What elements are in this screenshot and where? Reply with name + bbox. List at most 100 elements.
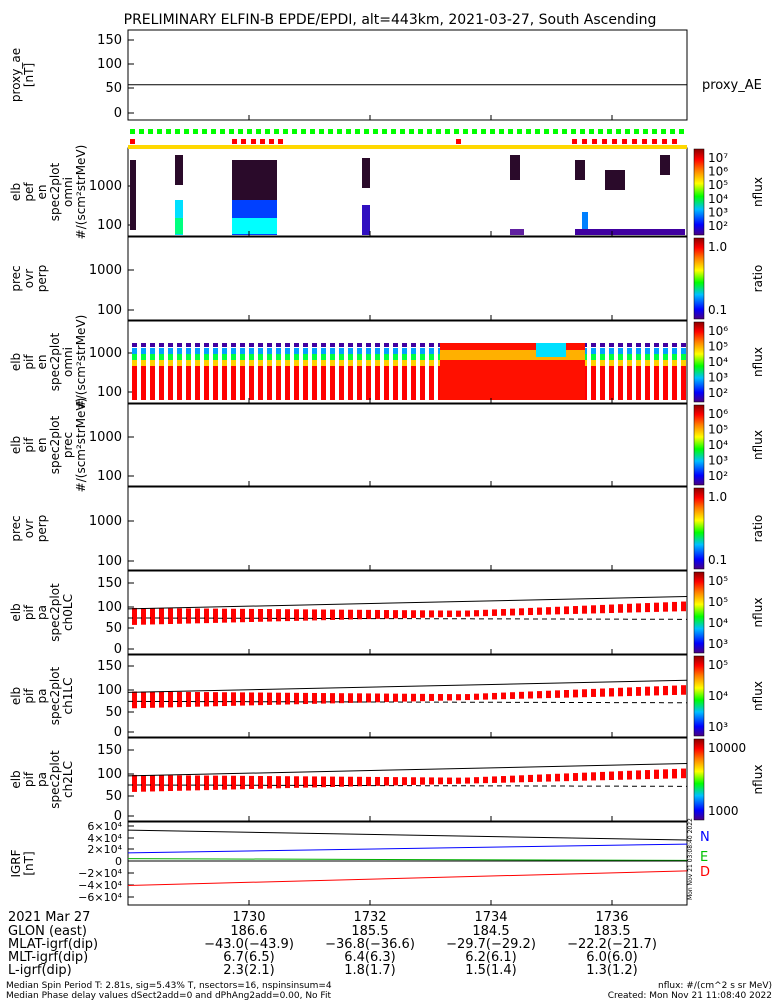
heat-cell (249, 348, 254, 354)
heat-cell (339, 343, 344, 347)
pa-bar (384, 693, 389, 703)
flag-red (278, 139, 283, 144)
pa-bar (582, 605, 587, 614)
footer-row-mlt: MLT-igrf(dip) (8, 950, 88, 965)
heat-cell (258, 360, 263, 366)
flag-green (508, 129, 513, 134)
heat-cell (321, 366, 326, 400)
pa-bar (168, 608, 173, 625)
heat-cell (663, 354, 668, 360)
heat-cell (339, 360, 344, 366)
footer-row-glon: GLON (east) (8, 924, 87, 939)
pa-bar (582, 689, 587, 698)
heat-cell (168, 366, 173, 400)
pa-bar (177, 691, 182, 708)
heat-cell (420, 354, 425, 360)
heat-cell (348, 366, 353, 400)
panel-frame-epde_ratio (127, 236, 688, 321)
flag-red (260, 139, 265, 144)
colorbar-label-epdi_ratio: ratio (751, 515, 765, 543)
heat-cell (510, 229, 524, 235)
pa-bar (186, 608, 191, 624)
heat-cell-dark (130, 160, 136, 230)
flag-green (499, 129, 504, 134)
heat-cell (285, 360, 290, 366)
heat-cell (645, 366, 650, 400)
flag-red (652, 139, 657, 144)
heat-cell (357, 354, 362, 360)
pa-bar (483, 609, 488, 617)
heat-cell (591, 360, 596, 366)
pa-bar (177, 608, 182, 624)
heat-cell (285, 348, 290, 354)
heat-cell (681, 348, 686, 354)
pa-bar (132, 691, 137, 709)
pa-bar (141, 691, 146, 709)
heat-cell (357, 360, 362, 366)
footer-note-spin: Median Spin Period T: 2.81s, sig=5.43% T… (6, 981, 332, 991)
heat-cell (276, 348, 281, 354)
heat-cell (231, 354, 236, 360)
heat-cell (591, 343, 596, 347)
ytick-label-epdi_prec: 100 (97, 469, 122, 484)
heat-cell (312, 354, 317, 360)
heat-cell (141, 360, 146, 366)
ytick-label-pa_ch2: 50 (105, 789, 122, 804)
pa-bar (510, 775, 515, 783)
flag-green (643, 129, 648, 134)
heat-cell (186, 343, 191, 347)
heat-cell (402, 354, 407, 360)
heat-cell (420, 366, 425, 400)
heat-cell (654, 348, 659, 354)
pa-bar (672, 685, 677, 695)
ylabel-pa_ch2: pif (22, 771, 36, 787)
heat-cell (267, 343, 272, 347)
heat-cell-dark (510, 155, 520, 180)
heat-cell (654, 343, 659, 347)
heat-cell (672, 360, 677, 366)
colorbar-tick-epde_omni: 10² (708, 219, 728, 233)
pa-bar (519, 691, 524, 699)
pa-bar (213, 608, 218, 623)
pa-bar (483, 776, 488, 784)
pa-bar (681, 768, 686, 779)
pa-bar (537, 607, 542, 615)
pa-bar (150, 691, 155, 708)
pa-bar (384, 610, 389, 619)
pa-bar (420, 777, 425, 785)
heat-cell (249, 343, 254, 347)
heat-cell (366, 360, 371, 366)
heat-cell (600, 348, 605, 354)
panel-frame-epde_omni (127, 147, 688, 237)
heat-cell (240, 343, 245, 347)
heat-cell (645, 354, 650, 360)
heat-cell (654, 360, 659, 366)
heat-cell (429, 366, 434, 400)
heat-cell (177, 354, 182, 360)
heat-cell (348, 348, 353, 354)
pa-bar (402, 693, 407, 702)
flag-red (612, 139, 617, 144)
igrf-line-d (127, 870, 688, 886)
ytick-label-pa_ch0: 100 (97, 600, 122, 615)
heat-cell (375, 343, 380, 347)
flag-green (166, 129, 171, 134)
heat-cell (177, 360, 182, 366)
heat-cell-dark (605, 170, 625, 190)
heat-cell (168, 360, 173, 366)
pa-bar (195, 608, 200, 624)
flag-green (337, 129, 342, 134)
flag-green (418, 129, 423, 134)
pa-bar (159, 691, 164, 708)
heat-cell (636, 343, 641, 347)
pa-bar (249, 608, 254, 622)
pa-bar (591, 772, 596, 781)
pa-bar (609, 688, 614, 697)
ylabel-pa_ch1: ch1LC (61, 678, 75, 715)
pa-bar (609, 604, 614, 614)
flag-green (571, 129, 576, 134)
heat-cell (195, 343, 200, 347)
colorbar-tick-epde_omni: 10⁵ (708, 178, 728, 192)
pa-bar (330, 609, 335, 620)
flag-green (445, 129, 450, 134)
